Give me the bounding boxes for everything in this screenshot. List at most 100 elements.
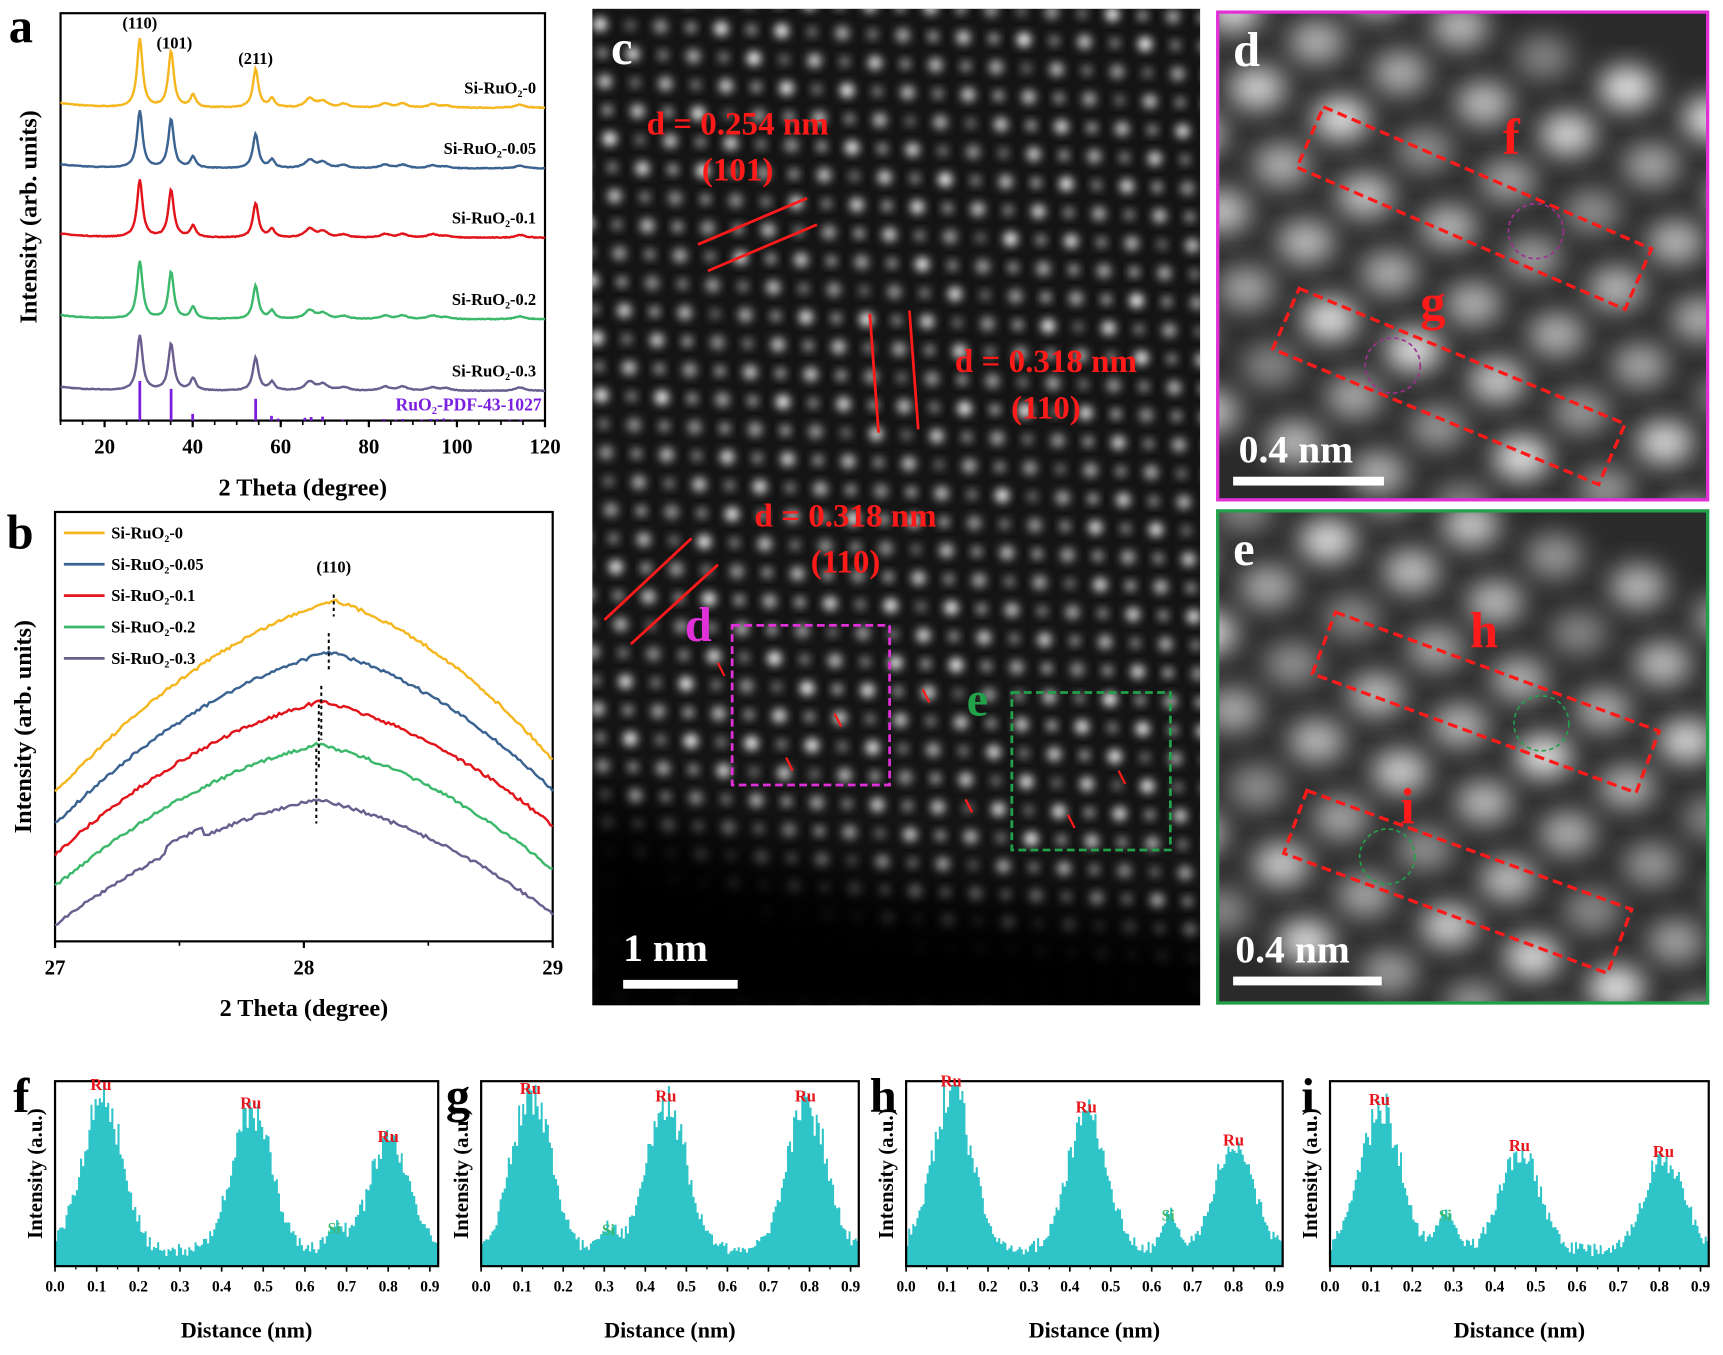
atom-column [594,732,606,744]
atom-column [1325,374,1383,419]
atom-column [963,829,978,844]
atom-column [529,329,543,343]
atom-column [690,79,702,91]
atom-column [1088,520,1103,535]
atom-column [899,58,911,70]
atom-column [1049,406,1061,418]
atom-column [704,251,716,263]
atom-column [830,312,842,324]
atom-column [718,78,734,94]
atom-column [1138,380,1150,392]
x-tick-label: 0.1 [87,1278,106,1295]
atom-column [1347,672,1405,717]
atom-column [1092,550,1104,562]
atom-column [718,51,730,63]
d-spacing-label: d = 0.254 nm [647,106,829,142]
atom-column [1201,781,1215,795]
atom-column [1177,865,1193,881]
atom-column [1693,598,1709,638]
atom-column [1125,580,1137,592]
atom-column [1196,724,1201,738]
atom-column [1009,660,1024,675]
atom-column [1025,120,1037,132]
atom-column [495,272,506,283]
atom-column [739,678,754,694]
atom-column [690,106,706,121]
atom-column [1552,389,1610,434]
atom-column [1047,747,1062,762]
atom-column [630,448,642,460]
atom-column [678,649,690,661]
atom-column [891,314,903,326]
element-label: Ru [1653,1142,1674,1161]
atom-column [1065,604,1080,620]
atom-column [592,674,601,686]
atom-column [874,827,886,839]
atom-column [849,197,864,212]
plane-label: (110) [1011,390,1081,426]
x-tick-label: 0.6 [1142,1278,1162,1295]
atom-column [1162,667,1174,679]
atom-column [1185,238,1200,253]
atom-column [747,422,763,437]
profile-box-h [1310,610,1662,795]
atom-column [895,8,906,13]
atom-column [714,365,726,377]
atom-column [766,280,781,295]
atom-column [592,303,600,315]
atom-column [1110,408,1122,420]
atom-column [1060,547,1075,563]
atom-column [780,451,795,467]
y-axis-label: Intensity (a.u.) [1298,1108,1322,1239]
atom-column [1336,173,1394,218]
atom-column [1277,919,1335,964]
atom-column [1164,1038,1175,1049]
atom-column [686,393,698,405]
atom-column [542,473,553,484]
x-tick-label: 80 [358,435,379,459]
atom-column [1382,549,1441,594]
legend-label: Si-RuO₂-0.05 [111,555,203,574]
atom-column [1263,641,1322,686]
atom-column [567,760,578,771]
xrd-chart-a: 20 40 60 80 100 120 2 Theta (degree) Intensity … [15,12,561,501]
atom-column [1420,903,1478,948]
atom-column [911,570,926,586]
series-label: Si-RuO₂-0.3 [452,362,536,381]
box-label-g: g [1420,274,1445,330]
atom-column [673,592,685,604]
atom-column [1444,980,1502,1005]
atom-column [655,734,667,746]
profile-box-f [1294,104,1654,312]
atom-column [752,479,768,494]
atom-column [943,573,955,585]
atom-column [1671,297,1709,342]
atom-column [603,502,619,517]
atom-column [902,827,918,842]
atom-column [1036,261,1051,276]
xrd-zoom-curve-0 [54,598,554,793]
atom-column [1146,124,1158,136]
atom-column [710,679,722,691]
atom-column [515,501,526,512]
atom-column [1189,295,1201,310]
atom-column [1107,749,1122,764]
atom-column [1055,834,1067,846]
atom-column [1102,691,1118,707]
atom-column [873,456,885,468]
intensity-histogram [481,1084,859,1267]
x-tick-label: 0.1 [1362,1278,1381,1295]
atom-column [920,658,932,670]
atom-column [1069,635,1081,647]
atom-column [1137,9,1149,21]
atom-column [1064,233,1079,249]
atom-column [859,656,871,668]
atom-column [886,257,898,269]
atom-column [1204,440,1215,451]
atom-column [565,45,579,59]
x-tick-label: 0.9 [841,1278,861,1295]
x-tick-label: 0.9 [420,1278,440,1295]
atom-column [1336,873,1394,918]
x-tick-label: 0.2 [554,1278,574,1295]
